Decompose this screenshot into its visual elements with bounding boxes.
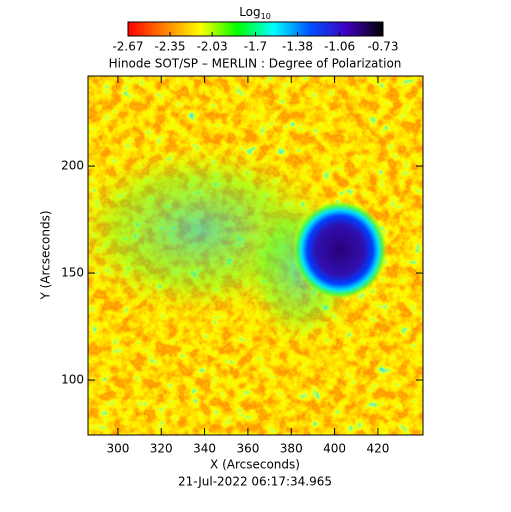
chart-title: Hinode SOT/SP – MERLIN : Degree of Polar… (109, 57, 402, 71)
x-tick-label: 360 (236, 442, 259, 456)
x-axis-label: X (Arcseconds) (210, 458, 300, 472)
x-tick-label: 340 (193, 442, 216, 456)
colorbar-tick-label: -1.06 (324, 40, 355, 54)
colorbar-label: Log10 (239, 5, 271, 21)
y-tick-label: 200 (61, 159, 84, 173)
plot-frame (87, 75, 424, 436)
colorbar-tick-label: -1.38 (282, 40, 313, 54)
y-tick-label: 150 (61, 266, 84, 280)
y-tick-label: 100 (61, 373, 84, 387)
x-tick-label: 320 (150, 442, 173, 456)
colorbar-tick-label: -2.35 (155, 40, 186, 54)
colorbar-tick-label: -2.67 (112, 40, 143, 54)
y-axis-label: Y (Arcseconds) (39, 210, 53, 300)
x-tick-label: 300 (106, 442, 129, 456)
colorbar-tick-label: -2.03 (197, 40, 228, 54)
colorbar-tick-label: -1.7 (244, 40, 267, 54)
x-tick-label: 400 (323, 442, 346, 456)
date-label: 21-Jul-2022 06:17:34.965 (178, 475, 332, 489)
solar-image (88, 76, 423, 435)
colorbar-tick-label: -0.73 (367, 40, 398, 54)
x-tick-label: 420 (366, 442, 389, 456)
x-tick-label: 380 (280, 442, 303, 456)
